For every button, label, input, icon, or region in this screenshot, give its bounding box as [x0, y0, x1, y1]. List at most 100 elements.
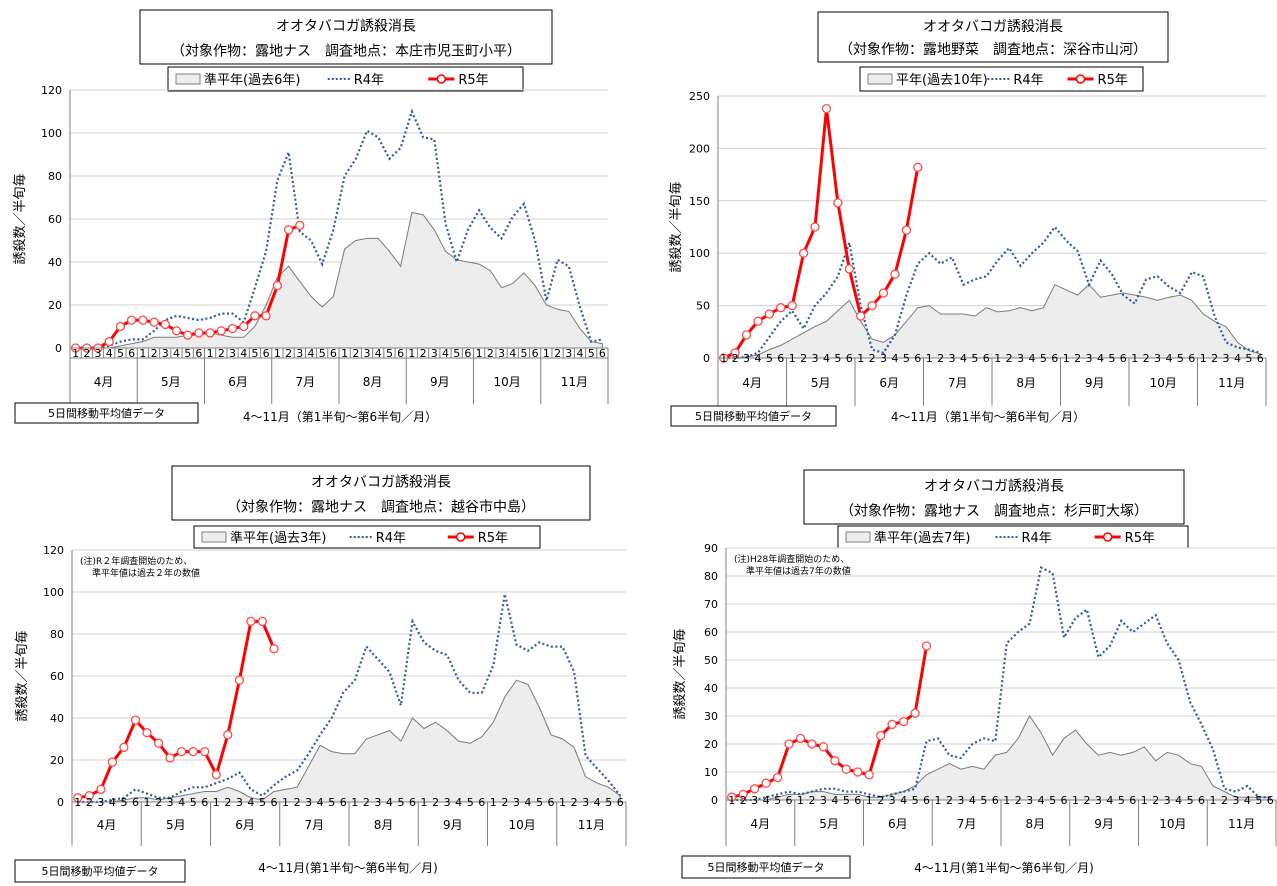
x-tick-label-month: 8月	[374, 818, 394, 832]
x-tick-label-pentad: 6	[1129, 794, 1136, 807]
data-point-r5	[867, 300, 877, 311]
series-line-r5	[723, 108, 920, 360]
x-tick-label-pentad: 5	[520, 347, 527, 360]
data-point-r5	[171, 326, 182, 336]
data-point-r5	[176, 746, 187, 757]
data-point-r5	[753, 316, 763, 326]
chart-svg: オオタバコガ誘殺消長 （対象作物：露地ナス 調査地点：本庄市児玉町小平） 準平年(過…	[12, 9, 609, 424]
y-tick-label: 100	[43, 586, 64, 599]
x-tick-label-pentad: 2	[946, 794, 953, 807]
data-point-r5	[887, 719, 897, 730]
x-tick-label-pentad: 5	[1040, 352, 1047, 365]
data-point-r5	[130, 715, 141, 725]
x-tick-label-pentad: 5	[251, 347, 258, 360]
x-tick-label-pentad: 1	[1003, 794, 1010, 807]
data-note: 5日間移動平均値データ	[48, 406, 165, 420]
x-tick-label-pentad: 6	[547, 796, 554, 809]
x-tick-label-pentad: 1	[144, 796, 151, 809]
x-tick-label-pentad: 3	[97, 796, 104, 809]
x-tick-label-pentad: 1	[1063, 352, 1070, 365]
legend: 準平年(過去3年) R4年 R5年	[193, 525, 541, 549]
x-tick-label-pentad: 1	[72, 347, 79, 360]
data-point-r5	[160, 319, 170, 330]
x-tick-label-pentad: 5	[397, 796, 404, 809]
chart-panel-honjo: オオタバコガ誘殺消長 （対象作物：露地ナス 調査地点：本庄市児玉町小平） 準平年(過…	[10, 8, 650, 433]
x-tick-label-pentad: 2	[352, 347, 359, 360]
data-point-r5	[795, 733, 806, 744]
x-tick-label-pentad: 5	[1245, 352, 1252, 365]
x-tick-label-pentad: 6	[195, 347, 202, 360]
x-tick-label-pentad: 3	[1026, 794, 1033, 807]
legend: 準平年(過去6年) R4年 R5年	[167, 66, 524, 92]
x-tick-label-month: 11月	[578, 818, 605, 832]
x-tick-label-pentad: 3	[364, 347, 371, 360]
x-tick-label-pentad: 4	[109, 796, 116, 809]
y-tick-label: 0	[703, 352, 710, 365]
x-tick-label-pentad: 2	[1006, 352, 1013, 365]
data-point-r5	[188, 746, 198, 757]
chart-title: オオタバコガ誘殺消長	[311, 475, 451, 491]
x-tick-label-pentad: 4	[509, 347, 516, 360]
y-tick-label: 60	[48, 213, 62, 226]
x-tick-label-pentad: 6	[599, 347, 606, 360]
data-point-r5	[257, 616, 268, 627]
data-point-r5	[818, 742, 829, 752]
x-tick-label-pentad: 5	[386, 347, 393, 360]
legend-label: 準平年(過去6年)	[204, 72, 300, 88]
x-tick-label-pentad: 5	[190, 796, 197, 809]
x-tick-label-pentad: 2	[808, 794, 815, 807]
data-point-r5	[844, 264, 854, 274]
y-tick-label: 80	[48, 170, 62, 183]
data-note-box	[14, 402, 199, 424]
x-tick-label-pentad: 4	[1106, 794, 1113, 807]
legend: 準平年(過去7年) R4年 R5年	[837, 525, 1189, 549]
x-tick-label-pentad: 1	[1200, 352, 1207, 365]
y-tick-label: 60	[50, 670, 64, 683]
x-tick-label-pentad: 4	[891, 352, 898, 365]
x-tick-label-pentad: 4	[240, 347, 247, 360]
x-tick-label-pentad: 1	[1209, 794, 1216, 807]
series-area-normal	[723, 283, 1261, 359]
data-point-r5	[921, 641, 932, 651]
x-tick-label-pentad: 4	[1165, 352, 1172, 365]
x-tick-label-pentad: 1	[282, 796, 289, 809]
data-point-r5	[798, 248, 809, 258]
x-tick-label-pentad: 1	[994, 352, 1001, 365]
x-tick-label-pentad: 3	[751, 794, 758, 807]
data-point-r5	[738, 789, 748, 800]
x-tick-label-pentad: 4	[524, 796, 531, 809]
x-tick-label-pentad: 6	[854, 794, 861, 807]
series-line-r4	[723, 225, 1261, 360]
y-tick-label: 100	[41, 127, 62, 140]
data-point-r5	[261, 311, 271, 321]
x-tick-label-pentad: 3	[374, 796, 381, 809]
x-tick-label-pentad: 5	[117, 347, 124, 360]
x-tick-label-pentad: 6	[128, 347, 135, 360]
data-point-r5	[142, 728, 152, 738]
x-tick-label-pentad: 2	[800, 352, 807, 365]
x-tick-label-month: 4月	[742, 376, 762, 390]
x-tick-label-pentad: 1	[934, 794, 941, 807]
x-tick-label-pentad: 4	[1234, 352, 1241, 365]
x-tick-label-pentad: 6	[617, 796, 624, 809]
x-axis-label: 4～11月(第1半旬～第6半旬／月)	[914, 861, 1094, 875]
x-tick-label-pentad: 4	[173, 347, 180, 360]
data-point-r5	[149, 317, 159, 327]
x-tick-label-pentad: 5	[912, 794, 919, 807]
data-point-r5	[784, 739, 794, 749]
x-tick-label-pentad: 1	[341, 347, 348, 360]
y-tick-label: 0	[57, 796, 64, 809]
chart-subtitle: （対象作物：露地野菜 調査地点：深谷市山河）	[839, 41, 1147, 58]
x-tick-label-month: 9月	[1085, 376, 1105, 390]
chart-panel-fukaya: オオタバコガ誘殺消長 （対象作物：露地野菜 調査地点：深谷市山河） 平年(過去10年…	[668, 8, 1277, 433]
x-tick-label-pentad: 4	[1244, 794, 1251, 807]
x-tick-label-pentad: 4	[247, 796, 254, 809]
x-tick-label-month: 6月	[235, 818, 255, 832]
x-tick-label-pentad: 4	[386, 796, 393, 809]
x-tick-label-pentad: 6	[340, 796, 347, 809]
x-tick-label-pentad: 4	[1038, 794, 1045, 807]
y-tick-label: 120	[41, 84, 62, 97]
x-tick-label-pentad: 6	[409, 796, 416, 809]
y-tick-label: 0	[711, 794, 718, 807]
data-point-r5	[833, 198, 843, 208]
